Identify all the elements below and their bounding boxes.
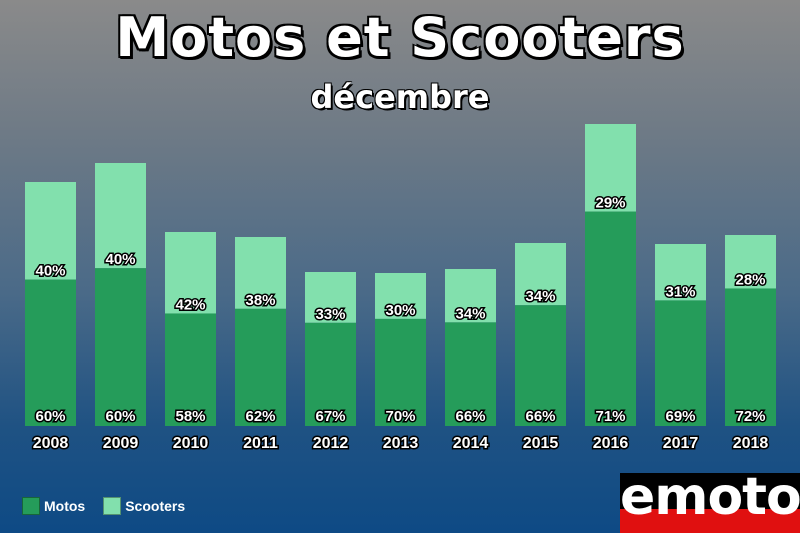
bar-scooters-2008 [25, 182, 76, 280]
data-label-scooters-2011: 38% [245, 292, 275, 309]
data-label-motos-2018: 72% [735, 408, 765, 425]
data-label-scooters-2010: 42% [175, 296, 205, 313]
bar-motos-2012 [305, 322, 356, 426]
bar-motos-2018 [725, 288, 776, 426]
bar-scooters-2015 [515, 243, 566, 306]
data-label-motos-2017: 69% [665, 408, 695, 425]
data-label-motos-2008: 60% [35, 408, 65, 425]
legend-swatch-scooters [103, 497, 122, 515]
bar-scooters-2014 [445, 269, 496, 323]
x-tick-label-2015: 2015 [523, 435, 559, 452]
chart-subtitle: décembre [310, 78, 490, 116]
x-tick-label-2013: 2013 [383, 435, 419, 452]
data-label-scooters-2017: 31% [665, 283, 695, 300]
data-label-scooters-2008: 40% [35, 263, 65, 280]
legend-swatch-motos [22, 497, 40, 515]
data-label-motos-2012: 67% [315, 408, 345, 425]
bar-motos-2017 [655, 300, 706, 426]
chart-title: Motos et Scooters [115, 6, 685, 69]
data-label-motos-2015: 66% [525, 408, 555, 425]
bar-motos-2016 [585, 211, 636, 426]
data-label-scooters-2013: 30% [385, 302, 415, 319]
data-label-motos-2011: 62% [245, 408, 275, 425]
legend: Motos Scooters [22, 497, 203, 515]
bar-motos-2014 [445, 322, 496, 426]
bar-scooters-2017 [655, 244, 706, 301]
x-tick-label-2011: 2011 [243, 435, 278, 452]
logo-text: emoto [620, 473, 800, 527]
data-label-scooters-2009: 40% [105, 251, 135, 268]
logo-red-band [620, 509, 800, 533]
bar-motos-2010 [165, 313, 216, 426]
legend-label-motos: Motos [44, 498, 86, 514]
legend-item-scooters: Scooters [103, 497, 185, 515]
bar-scooters-2016 [585, 124, 636, 212]
bar-motos-2009 [95, 268, 146, 426]
data-label-motos-2016: 71% [595, 408, 625, 425]
legend-label-scooters: Scooters [125, 498, 186, 514]
data-label-motos-2014: 66% [455, 408, 485, 425]
data-label-motos-2010: 58% [175, 408, 205, 425]
x-tick-label-2012: 2012 [313, 435, 349, 452]
bar-scooters-2012 [305, 272, 356, 323]
data-label-scooters-2018: 28% [735, 271, 765, 288]
bar-scooters-2011 [235, 237, 286, 309]
emoto-logo: emoto [620, 473, 800, 533]
data-label-scooters-2016: 29% [595, 195, 625, 212]
x-tick-label-2018: 2018 [733, 435, 769, 452]
bar-motos-2015 [515, 305, 566, 426]
x-tick-label-2010: 2010 [173, 435, 209, 452]
data-label-scooters-2015: 34% [525, 288, 555, 305]
data-label-scooters-2014: 34% [455, 305, 485, 322]
data-label-scooters-2012: 33% [315, 306, 345, 323]
bar-motos-2013 [375, 318, 426, 426]
x-tick-label-2008: 2008 [33, 435, 69, 452]
legend-item-motos: Motos [22, 497, 85, 515]
bar-scooters-2010 [165, 232, 216, 314]
bar-motos-2011 [235, 308, 286, 426]
bar-scooters-2013 [375, 273, 426, 319]
data-label-motos-2009: 60% [105, 408, 135, 425]
bar-motos-2008 [25, 279, 76, 426]
data-label-motos-2013: 70% [385, 408, 415, 425]
bar-scooters-2018 [725, 235, 776, 289]
x-tick-label-2009: 2009 [103, 435, 139, 452]
bar-scooters-2009 [95, 163, 146, 269]
x-tick-label-2017: 2017 [663, 435, 699, 452]
x-tick-label-2014: 2014 [453, 435, 489, 452]
x-tick-label-2016: 2016 [593, 435, 629, 452]
